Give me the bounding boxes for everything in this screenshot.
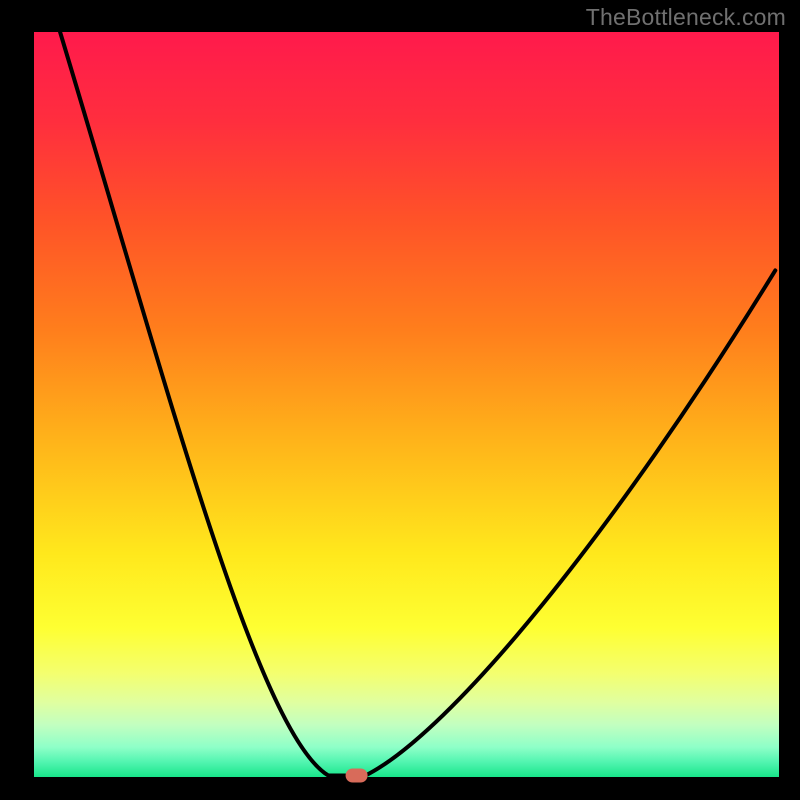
plot-background: [34, 32, 779, 777]
bottleneck-chart: [0, 0, 800, 800]
optimal-marker: [346, 769, 368, 783]
watermark-text: TheBottleneck.com: [586, 4, 786, 31]
chart-stage: TheBottleneck.com: [0, 0, 800, 800]
